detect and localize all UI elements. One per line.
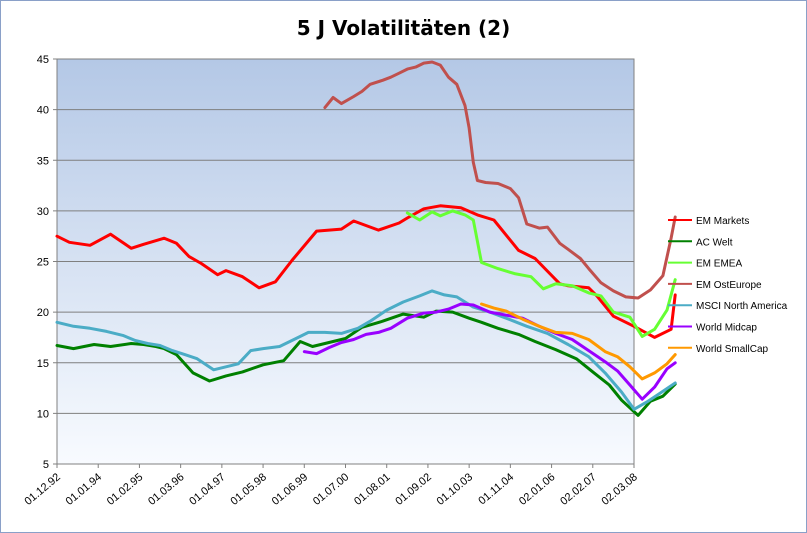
x-tick-label: 01.03.96 — [146, 471, 187, 508]
y-tick-label: 15 — [37, 358, 49, 370]
series-line-6 — [480, 302, 677, 381]
x-tick-label: 01.08.01 — [352, 471, 393, 508]
series-line-2 — [405, 209, 677, 338]
legend-entry: EM OstEurope — [696, 280, 762, 291]
series-line-0 — [55, 204, 677, 339]
y-tick-label: 25 — [37, 257, 49, 269]
legend-entry: World SmallCap — [696, 344, 768, 355]
x-tick-label: 01.05.98 — [228, 471, 269, 508]
legend-entry: AC Welt — [696, 237, 733, 248]
legend-entry: MSCI North America — [696, 301, 788, 312]
legend-entry: World Midcap — [696, 323, 757, 334]
x-tick-label: 02.03.08 — [599, 471, 640, 508]
y-tick-label: 20 — [37, 307, 49, 319]
series-line-4 — [55, 289, 677, 411]
y-tick-label: 35 — [37, 155, 49, 167]
legend-entry: EM Markets — [696, 216, 749, 227]
x-tick-label: 01.07.00 — [311, 471, 352, 508]
legend-entry: EM EMEA — [696, 259, 742, 270]
x-tick-label: 01.11.04 — [476, 471, 516, 507]
chart-title: 5 J Volatilitäten (2) — [296, 16, 511, 40]
x-tick-label: 01.01.94 — [64, 471, 105, 508]
y-tick-label: 40 — [37, 105, 49, 117]
y-tick-label: 45 — [37, 54, 49, 66]
x-tick-label: 01.02.95 — [105, 471, 146, 508]
x-tick-label: 02.01.06 — [517, 471, 558, 508]
y-tick-label: 5 — [43, 459, 49, 471]
y-tick-label: 30 — [37, 206, 49, 218]
x-tick-label: 02.02.07 — [558, 471, 599, 508]
y-tick-label: 10 — [37, 408, 49, 420]
series-line-5 — [302, 302, 677, 401]
x-tick-label: 01.09.02 — [393, 471, 434, 508]
series-line-3 — [323, 60, 677, 300]
x-tick-label: 01.10.03 — [435, 471, 476, 508]
x-tick-label: 01.06.99 — [270, 471, 311, 508]
x-tick-label: 01.04.97 — [187, 471, 228, 508]
x-tick-label: 01.12.92 — [22, 471, 63, 508]
